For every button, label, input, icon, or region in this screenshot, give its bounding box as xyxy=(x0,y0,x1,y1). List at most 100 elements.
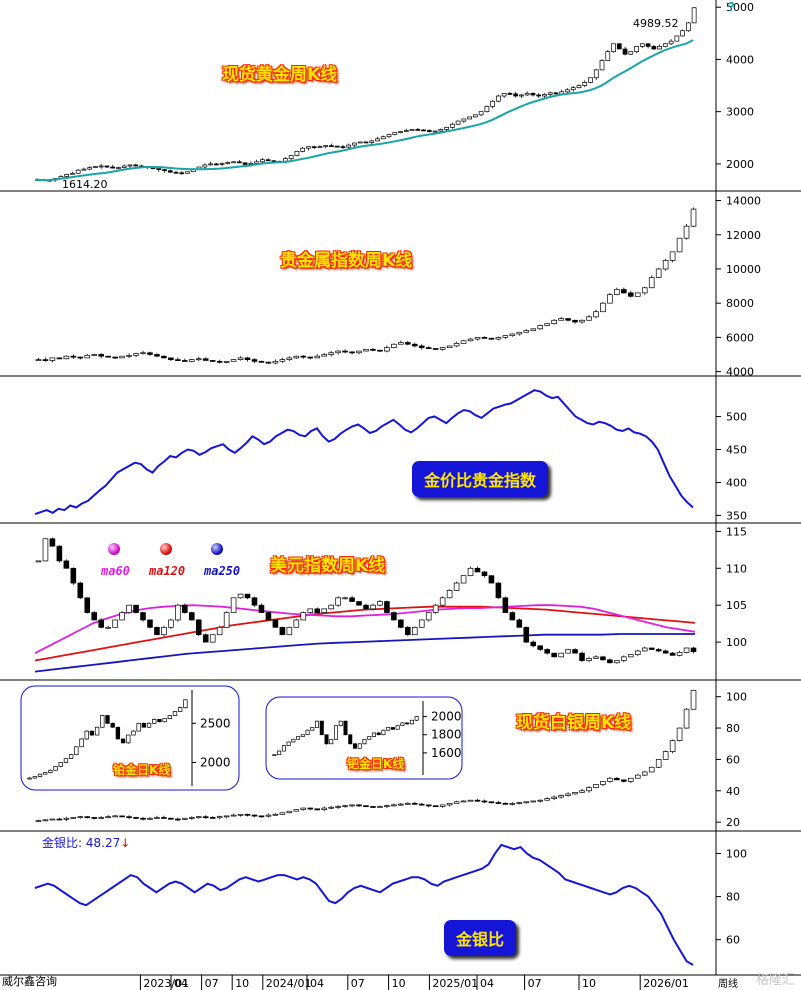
candle-body xyxy=(460,575,467,584)
candle-body xyxy=(87,167,93,170)
candle-body xyxy=(356,601,362,606)
candle-body xyxy=(105,355,111,358)
candle-body xyxy=(369,140,375,143)
candle-body xyxy=(367,736,372,740)
candle-body xyxy=(432,348,439,350)
candle-body xyxy=(335,597,341,606)
candle-body xyxy=(328,352,334,355)
candle-body xyxy=(126,354,132,357)
candle-body xyxy=(49,357,56,361)
candle-body xyxy=(377,601,383,606)
candle-body xyxy=(56,357,63,360)
candle-body xyxy=(356,350,362,354)
candle-body xyxy=(579,790,585,793)
candle-body xyxy=(154,626,160,636)
candle-body xyxy=(607,777,613,782)
candle-body xyxy=(307,807,314,810)
candle-body xyxy=(208,163,213,166)
candle-body xyxy=(209,360,216,362)
candle-body xyxy=(314,808,321,811)
candle-body xyxy=(216,360,223,363)
gold-panel-title: 现货黄金周K线 xyxy=(222,65,338,85)
candle-body xyxy=(172,711,178,716)
candle-body xyxy=(189,817,195,819)
candle-body xyxy=(398,131,403,133)
candle-body xyxy=(544,649,550,654)
candle-body xyxy=(141,722,147,728)
candle-body xyxy=(634,774,641,779)
candle-body xyxy=(296,736,301,740)
candle-body xyxy=(686,22,691,32)
candle-body xyxy=(558,318,564,321)
candle-body xyxy=(230,359,237,362)
candle-body xyxy=(84,597,91,613)
candle-body xyxy=(363,141,369,144)
candle-body xyxy=(405,342,411,345)
candle-body xyxy=(182,604,188,613)
candle-body xyxy=(690,690,697,710)
candle-body xyxy=(119,355,125,359)
y-tick-label: 3000 xyxy=(726,106,754,119)
candle-body xyxy=(352,743,357,749)
candle-body xyxy=(133,353,139,356)
candle-body xyxy=(334,725,339,740)
candle-body xyxy=(272,619,279,628)
candle-body xyxy=(586,316,592,321)
candle-body xyxy=(432,604,439,613)
candle-body xyxy=(126,734,131,744)
candle-body xyxy=(655,649,662,652)
candle-body xyxy=(140,817,146,820)
candle-body xyxy=(89,730,95,736)
candle-body xyxy=(455,120,461,125)
candle-body xyxy=(547,92,553,95)
candle-body xyxy=(230,597,237,613)
y-tick-label: 8000 xyxy=(726,297,754,310)
candle-body xyxy=(307,608,314,613)
candle-body xyxy=(662,751,669,760)
candle-body xyxy=(260,159,265,163)
candle-body xyxy=(286,626,293,636)
candle-body xyxy=(516,802,523,804)
candle-body xyxy=(110,722,115,728)
help-icon[interactable]: ? xyxy=(728,0,735,14)
candle-body xyxy=(586,657,592,661)
candle-body xyxy=(509,612,516,621)
candle-body xyxy=(133,164,139,167)
candle-body xyxy=(161,355,167,359)
y-tick-label: 2000 xyxy=(200,755,231,769)
candle-body xyxy=(509,802,516,805)
candle-body xyxy=(182,817,188,820)
y-tick-label: 80 xyxy=(726,891,740,904)
candle-body xyxy=(403,130,409,132)
candle-body xyxy=(607,294,613,304)
y-tick-label: 5000 xyxy=(726,1,754,14)
candle-body xyxy=(242,162,248,165)
candle-body xyxy=(657,46,662,50)
y-tick-label: 14000 xyxy=(726,195,761,208)
candle-body xyxy=(126,604,132,613)
candle-body xyxy=(265,361,272,364)
candle-body xyxy=(231,161,236,164)
candle-body xyxy=(628,292,634,297)
candle-body xyxy=(622,48,628,55)
candle-body xyxy=(279,359,286,362)
candle-body xyxy=(334,145,340,148)
candle-body xyxy=(502,335,509,338)
candle-body xyxy=(400,722,405,727)
candle-body xyxy=(544,798,550,801)
candle-body xyxy=(133,604,139,613)
candle-body xyxy=(524,93,530,96)
candle-body xyxy=(501,93,507,97)
candle-body xyxy=(156,168,162,170)
x-tick-label: 07 xyxy=(205,977,219,990)
candle-body xyxy=(349,597,355,602)
candle-body xyxy=(173,171,179,174)
ma60-legend-dot xyxy=(108,543,120,555)
candle-body xyxy=(317,146,323,149)
candle-body xyxy=(502,597,509,613)
candle-body xyxy=(265,814,272,817)
gs-ratio-value-label: 金银比: 48.27↓ xyxy=(42,834,130,851)
ma60-legend-label: ma60 xyxy=(101,564,130,578)
candle-body xyxy=(453,801,460,804)
candle-body xyxy=(481,800,488,803)
